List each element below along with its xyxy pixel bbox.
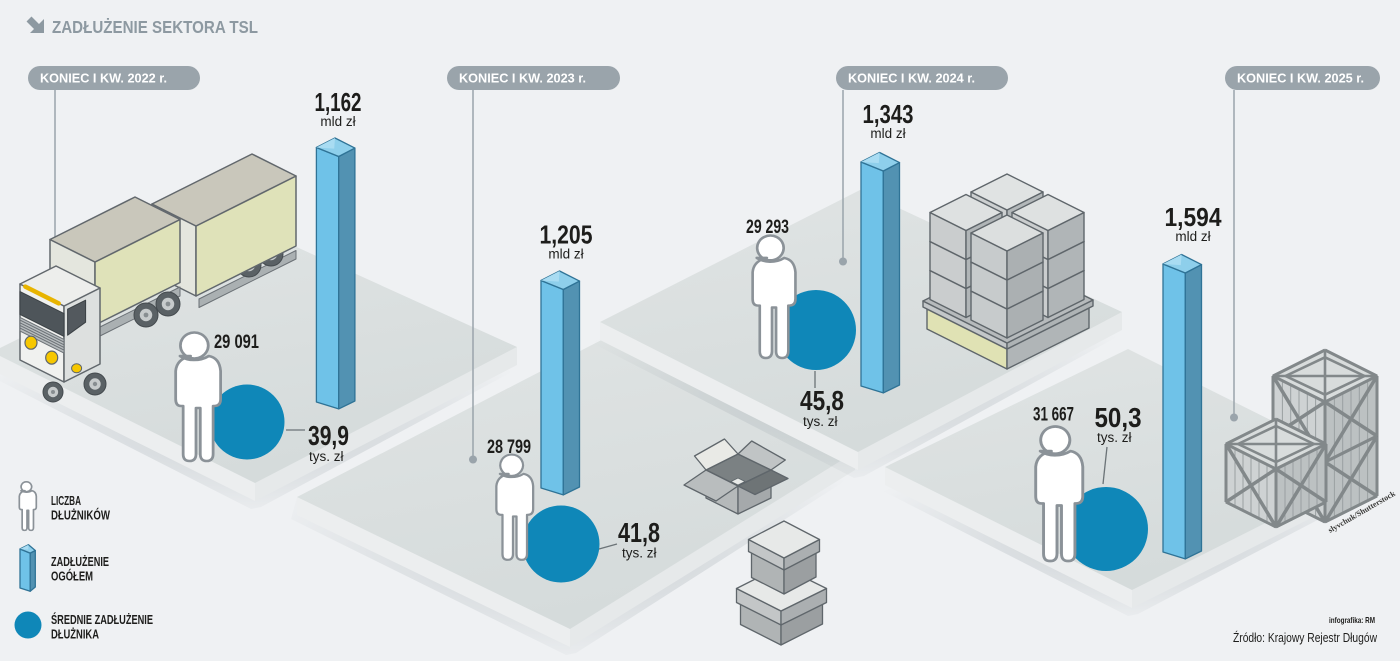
svg-text:DŁUŻNIKA: DŁUŻNIKA <box>51 627 99 642</box>
svg-text:1,162: 1,162 <box>315 87 362 117</box>
svg-text:tys. zł: tys. zł <box>1097 430 1132 445</box>
svg-text:1,343: 1,343 <box>863 99 914 129</box>
svg-text:Źródło: Krajowy Rejestr Długów: Źródło: Krajowy Rejestr Długów <box>1233 630 1377 645</box>
svg-text:KONIEC I KW. 2022 r.: KONIEC I KW. 2022 r. <box>40 72 167 86</box>
svg-text:1,205: 1,205 <box>540 220 593 250</box>
svg-text:1,594: 1,594 <box>1165 202 1222 232</box>
svg-text:mld zł: mld zł <box>548 247 583 262</box>
svg-text:ŚREDNIE ZADŁUŻENIE: ŚREDNIE ZADŁUŻENIE <box>51 612 153 627</box>
svg-text:LICZBA: LICZBA <box>51 494 81 508</box>
svg-text:mld zł: mld zł <box>1175 229 1210 244</box>
svg-text:39,9: 39,9 <box>308 420 349 451</box>
svg-text:ZADŁUŻENIE: ZADŁUŻENIE <box>51 554 109 569</box>
svg-text:29 293: 29 293 <box>746 216 789 238</box>
svg-text:KONIEC I KW. 2023 r.: KONIEC I KW. 2023 r. <box>459 72 586 86</box>
svg-text:50,3: 50,3 <box>1095 402 1142 433</box>
svg-text:mld zł: mld zł <box>320 114 355 129</box>
svg-text:OGÓŁEM: OGÓŁEM <box>51 569 93 584</box>
svg-text:DŁUŻNIKÓW: DŁUŻNIKÓW <box>51 508 110 523</box>
svg-text:tys. zł: tys. zł <box>803 414 838 429</box>
svg-text:infografika: RM: infografika: RM <box>1329 615 1375 625</box>
svg-text:tys. zł: tys. zł <box>622 546 657 561</box>
svg-text:KONIEC I KW. 2024 r.: KONIEC I KW. 2024 r. <box>848 72 975 86</box>
svg-text:tys. zł: tys. zł <box>309 449 344 464</box>
svg-text:KONIEC I KW. 2025 r.: KONIEC I KW. 2025 r. <box>1237 72 1364 86</box>
svg-text:ZADŁUŻENIE SEKTORA TSL: ZADŁUŻENIE SEKTORA TSL <box>52 17 258 37</box>
svg-text:mld zł: mld zł <box>870 126 905 141</box>
svg-text:29 091: 29 091 <box>214 331 259 353</box>
svg-text:28 799: 28 799 <box>487 436 531 458</box>
svg-text:31 667: 31 667 <box>1033 404 1074 426</box>
svg-text:41,8: 41,8 <box>618 517 660 548</box>
svg-text:45,8: 45,8 <box>800 385 844 416</box>
